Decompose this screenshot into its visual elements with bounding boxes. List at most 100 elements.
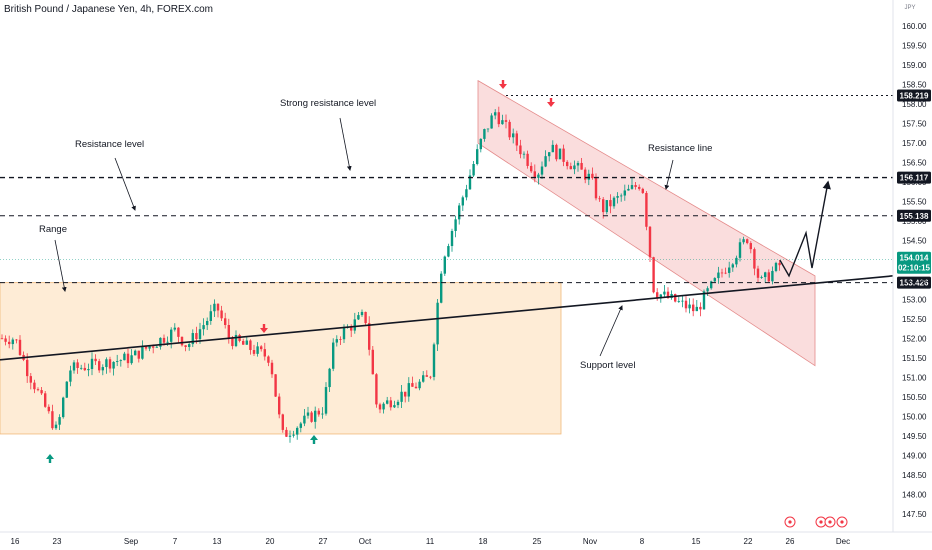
candle-body <box>306 412 310 416</box>
candle-body <box>116 361 119 362</box>
candle-body <box>378 404 382 410</box>
y-tick-label: 156.00 <box>902 178 927 187</box>
candle-body <box>648 226 652 258</box>
chart-title: British Pound / Japanese Yen, 4h, FOREX.… <box>4 4 214 15</box>
candle-body <box>62 397 65 418</box>
candle-body <box>227 325 230 339</box>
candle-body <box>548 152 551 157</box>
candle-body <box>551 144 554 153</box>
candle-body <box>558 148 562 160</box>
candle-body <box>756 268 760 278</box>
candle-body <box>159 337 162 347</box>
candle-body <box>587 173 590 180</box>
x-tick-label: Sep <box>124 537 139 546</box>
candle-body <box>418 381 421 389</box>
candle-body <box>494 112 497 116</box>
y-tick-label: 150.00 <box>902 412 927 421</box>
candle-body <box>177 327 180 337</box>
candle-body <box>267 356 270 363</box>
candle-body <box>296 427 299 435</box>
x-tick-label: 13 <box>213 537 222 546</box>
candle-body <box>353 319 356 331</box>
candle-body <box>717 272 720 279</box>
candle-body <box>699 306 702 310</box>
y-tick-label: 151.50 <box>902 354 927 363</box>
candle-body <box>180 336 184 346</box>
lines-layer: Strong resistance level Resistance level R… <box>0 80 894 463</box>
x-tick-label: Dec <box>836 537 850 546</box>
sell-arrow-icon <box>547 98 555 107</box>
y-tick-label: 149.50 <box>902 432 927 441</box>
y-tick-label: 148.00 <box>902 490 927 499</box>
candle-body <box>231 338 234 347</box>
candle-body <box>76 362 79 368</box>
y-tick-label: 158.00 <box>902 100 927 109</box>
candle-body <box>609 200 612 207</box>
candle-body <box>51 411 54 429</box>
y-tick-label: 152.00 <box>902 334 927 343</box>
candle-body <box>108 359 112 369</box>
candle-body <box>584 169 587 180</box>
y-tick-label: 147.50 <box>902 510 927 519</box>
candle-body <box>33 382 36 390</box>
candle-body <box>137 350 140 359</box>
candle-body <box>209 311 212 321</box>
candle-body <box>36 389 40 391</box>
candle-body <box>252 350 256 354</box>
buy-arrow-icon <box>46 454 54 463</box>
y-tick-label: 151.00 <box>902 373 927 382</box>
candle-body <box>134 350 137 356</box>
sell-arrow-icon <box>260 324 268 333</box>
candle-body <box>663 291 666 295</box>
candle-body <box>634 185 637 187</box>
candle-body <box>314 410 317 422</box>
candle-body <box>594 178 598 199</box>
candle-body <box>404 391 407 397</box>
candle-body <box>11 339 14 345</box>
candle-body <box>461 197 464 206</box>
candle-body <box>760 277 763 278</box>
candle-body <box>324 387 328 414</box>
candle-body <box>206 320 209 326</box>
candle-body <box>72 362 76 371</box>
candle-body <box>105 359 108 368</box>
annotation-arrow <box>54 239 67 292</box>
candle-body <box>522 153 526 155</box>
candle-body <box>465 189 468 198</box>
candle-body <box>202 325 205 330</box>
candle-body <box>245 340 248 345</box>
annotation-label: Strong resistance level <box>280 98 376 109</box>
candle-body <box>256 346 259 354</box>
candle-body <box>292 434 295 436</box>
candle-body <box>468 175 472 190</box>
candle-body <box>400 391 403 402</box>
candle-body <box>224 318 227 326</box>
candle-body <box>677 301 680 302</box>
candle-body <box>666 291 670 298</box>
x-tick-label: 20 <box>266 537 275 546</box>
candle-body <box>443 256 446 274</box>
x-tick-label: 8 <box>640 537 645 546</box>
candle-body <box>382 403 385 410</box>
candle-body <box>144 346 148 349</box>
y-tick-label: 156.50 <box>902 159 927 168</box>
candle-body <box>407 383 410 397</box>
candle-body <box>486 128 490 130</box>
candle-body <box>26 359 29 377</box>
candle-body <box>274 374 277 397</box>
candle-body <box>749 243 752 250</box>
x-tick-label: 18 <box>479 537 488 546</box>
candle-body <box>688 304 691 309</box>
x-tick-label: 23 <box>53 537 62 546</box>
candle-body <box>530 165 533 172</box>
candle-body <box>414 386 418 389</box>
candle-body <box>652 257 655 293</box>
x-tick-label: 25 <box>533 537 542 546</box>
candles-layer <box>0 106 781 443</box>
candle-body <box>126 353 130 364</box>
annotation-label: Resistance line <box>648 143 712 154</box>
candle-body <box>80 367 83 369</box>
buy-arrow-icon <box>310 435 318 444</box>
candle-body <box>58 417 61 425</box>
